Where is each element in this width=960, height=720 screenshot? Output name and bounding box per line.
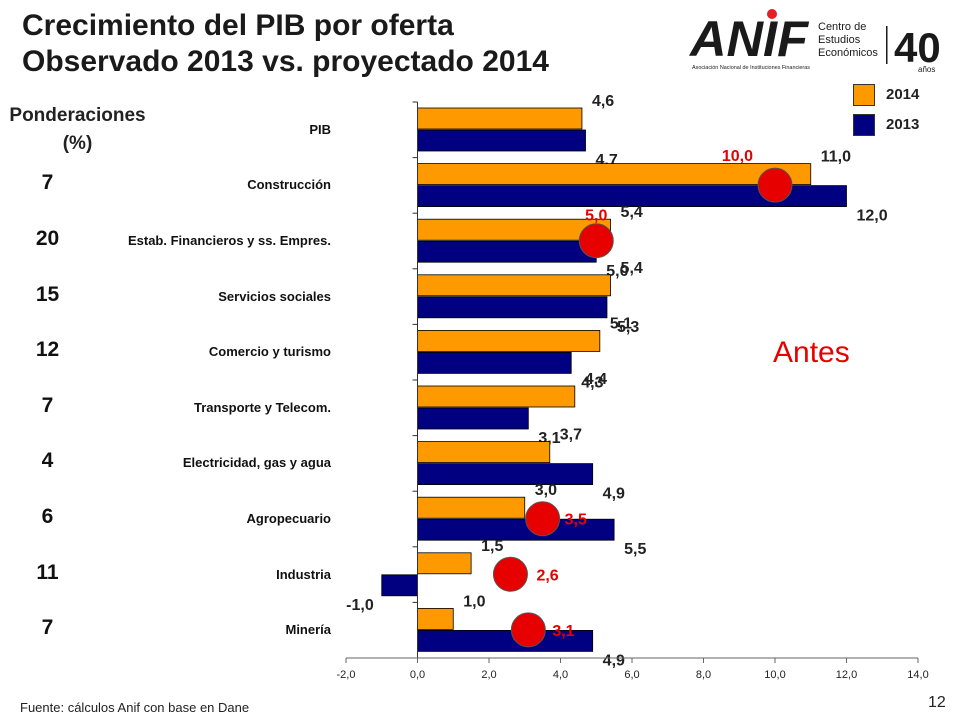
data-label-2014-transporte-y-telecom: 4,4 xyxy=(585,371,607,388)
ponderacion-industria: 11 xyxy=(36,560,59,584)
page-number: 12 xyxy=(928,694,946,711)
category-label-electricidad-gas-y-agua: Electricidad, gas y agua xyxy=(182,455,331,471)
ponderaciones-unit: (%) xyxy=(62,133,93,154)
x-tick-label: 4,0 xyxy=(553,669,568,681)
data-label-2014-industria: 1,5 xyxy=(481,538,503,555)
source-note: Fuente: cálculos Anif con base en Dane xyxy=(20,700,250,715)
bar-2014-electricidad-gas-y-agua xyxy=(417,441,551,464)
ponderacion-comercio-y-turismo: 12 xyxy=(35,338,60,362)
logo-center-line-3: Económicos xyxy=(818,47,878,59)
logo-subtitle: Asociación Nacional de Instituciones Fin… xyxy=(692,65,810,71)
ponderacion-transporte-y-telecom: 7 xyxy=(41,393,54,417)
previous-projection-label-mineria: 3,1 xyxy=(552,623,574,640)
category-label-pib: PIB xyxy=(309,121,331,137)
data-label-2013-servicios-sociales: 5,3 xyxy=(617,319,639,336)
x-tick-label: 12,0 xyxy=(836,669,857,681)
data-label-2013-industria: -1,0 xyxy=(346,597,374,614)
bar-2014-construccion xyxy=(417,163,812,186)
data-label-2013-comercio-y-turismo: 4,3 xyxy=(581,374,603,391)
anif-logo: ANIF Asociación Nacional de Institucione… xyxy=(688,9,941,74)
logo-center-line-2: Estudios xyxy=(818,34,861,46)
category-label-industria: Industria xyxy=(276,566,331,582)
previous-projection-label-estab-financieros-y-ss-empres: 5,0 xyxy=(585,208,607,225)
ponderacion-servicios-sociales: 15 xyxy=(35,282,60,306)
ponderacion-construccion: 7 xyxy=(41,171,54,195)
previous-projection-marker-construccion xyxy=(757,167,793,203)
x-tick-label: 2,0 xyxy=(481,669,496,681)
data-label-2014-agropecuario: 3,0 xyxy=(535,482,557,499)
category-label-estab-financieros-y-ss-empres: Estab. Financieros y ss. Empres. xyxy=(127,233,331,248)
bar-2013-electricidad-gas-y-agua xyxy=(417,463,594,486)
logo-anniversary: 40 xyxy=(894,24,941,71)
ponderacion-estab-financieros-y-ss-empres: 20 xyxy=(35,227,60,250)
category-label-construccion: Construcción xyxy=(247,177,331,193)
previous-projection-marker-industria xyxy=(492,556,528,592)
logo-divider xyxy=(886,26,888,64)
x-tick-label: 10,0 xyxy=(764,669,785,681)
data-label-2014-electricidad-gas-y-agua: 3,7 xyxy=(560,427,582,444)
bar-2014-mineria xyxy=(417,608,454,630)
category-label-mineria: Minería xyxy=(285,622,331,638)
legend-label-2013: 2013 xyxy=(886,116,920,133)
ponderaciones-title: Ponderaciones xyxy=(9,105,146,126)
x-tick-label: 6,0 xyxy=(624,669,639,681)
bar-2014-industria xyxy=(417,552,472,575)
bar-2014-transporte-y-telecom xyxy=(417,385,576,408)
ponderaciones-header: Ponderaciones (%) xyxy=(0,102,155,158)
bar-2014-pib xyxy=(417,107,583,130)
category-label-agropecuario: Agropecuario xyxy=(246,511,331,526)
ponderacion-mineria: 7 xyxy=(41,616,54,640)
previous-projection-marker-mineria xyxy=(510,612,546,648)
data-label-2013-agropecuario: 5,5 xyxy=(624,541,646,558)
legend-swatch-2013 xyxy=(853,114,875,136)
x-tick-label: 8,0 xyxy=(696,669,711,681)
bar-2013-pib xyxy=(417,129,586,152)
data-label-2014-mineria: 1,0 xyxy=(463,593,485,610)
data-label-2014-pib: 4,6 xyxy=(592,93,614,110)
data-label-2013-mineria: 4,9 xyxy=(603,652,625,669)
bar-2014-servicios-sociales xyxy=(417,274,611,297)
bar-2014-comercio-y-turismo xyxy=(417,329,601,352)
previous-projection-label: Antes xyxy=(773,336,850,369)
title-line-2: Observado 2013 vs. proyectado 2014 xyxy=(22,45,549,78)
title-line-1: Crecimiento del PIB por oferta xyxy=(22,9,454,42)
ponderacion-agropecuario: 6 xyxy=(41,505,54,528)
slide-title: Crecimiento del PIB por oferta Observado… xyxy=(22,8,549,80)
previous-projection-marker-agropecuario xyxy=(525,501,561,537)
previous-projection-label-agropecuario: 3,5 xyxy=(565,512,587,529)
bar-2013-servicios-sociales xyxy=(417,296,608,319)
data-label-2014-construccion: 11,0 xyxy=(821,149,851,166)
legend-label-2014: 2014 xyxy=(886,86,920,103)
category-label-servicios-sociales: Servicios sociales xyxy=(218,288,331,304)
bar-2013-estab-financieros-y-ss-empres xyxy=(417,240,597,263)
previous-projection-label-construccion: 10,0 xyxy=(722,148,753,165)
logo-wordmark: ANIF xyxy=(688,11,809,67)
logo-anniversary-sub: años xyxy=(918,65,935,74)
previous-projection-label-industria: 2,6 xyxy=(536,567,558,584)
bar-2013-comercio-y-turismo xyxy=(417,351,572,374)
x-tick-label: 14,0 xyxy=(907,669,928,681)
data-label-2014-servicios-sociales: 5,4 xyxy=(621,260,643,277)
bar-2013-transporte-y-telecom xyxy=(417,407,529,430)
bar-2013-industria xyxy=(381,574,418,597)
data-label-2013-estab-financieros-y-ss-empres: 5,0 xyxy=(606,263,628,280)
data-label-2013-electricidad-gas-y-agua: 4,9 xyxy=(603,486,625,503)
data-label-2013-construccion: 12,0 xyxy=(857,208,888,225)
ponderacion-electricidad-gas-y-agua: 4 xyxy=(41,449,54,473)
data-label-2014-estab-financieros-y-ss-empres: 5,4 xyxy=(621,204,643,221)
legend-swatch-2014 xyxy=(853,84,875,106)
bar-2014-agropecuario xyxy=(417,496,526,519)
category-label-transporte-y-telecom: Transporte y Telecom. xyxy=(193,399,331,415)
previous-projection-marker-estab-financieros-y-ss-empres xyxy=(578,223,614,259)
x-tick-label: 0,0 xyxy=(410,669,425,681)
logo-red-dot xyxy=(767,9,777,19)
category-label-comercio-y-turismo: Comercio y turismo xyxy=(208,344,331,360)
logo-center-line-1: Centro de xyxy=(818,21,866,33)
x-tick-label: -2,0 xyxy=(337,669,356,681)
data-label-2014-comercio-y-turismo: 5,1 xyxy=(610,315,632,332)
